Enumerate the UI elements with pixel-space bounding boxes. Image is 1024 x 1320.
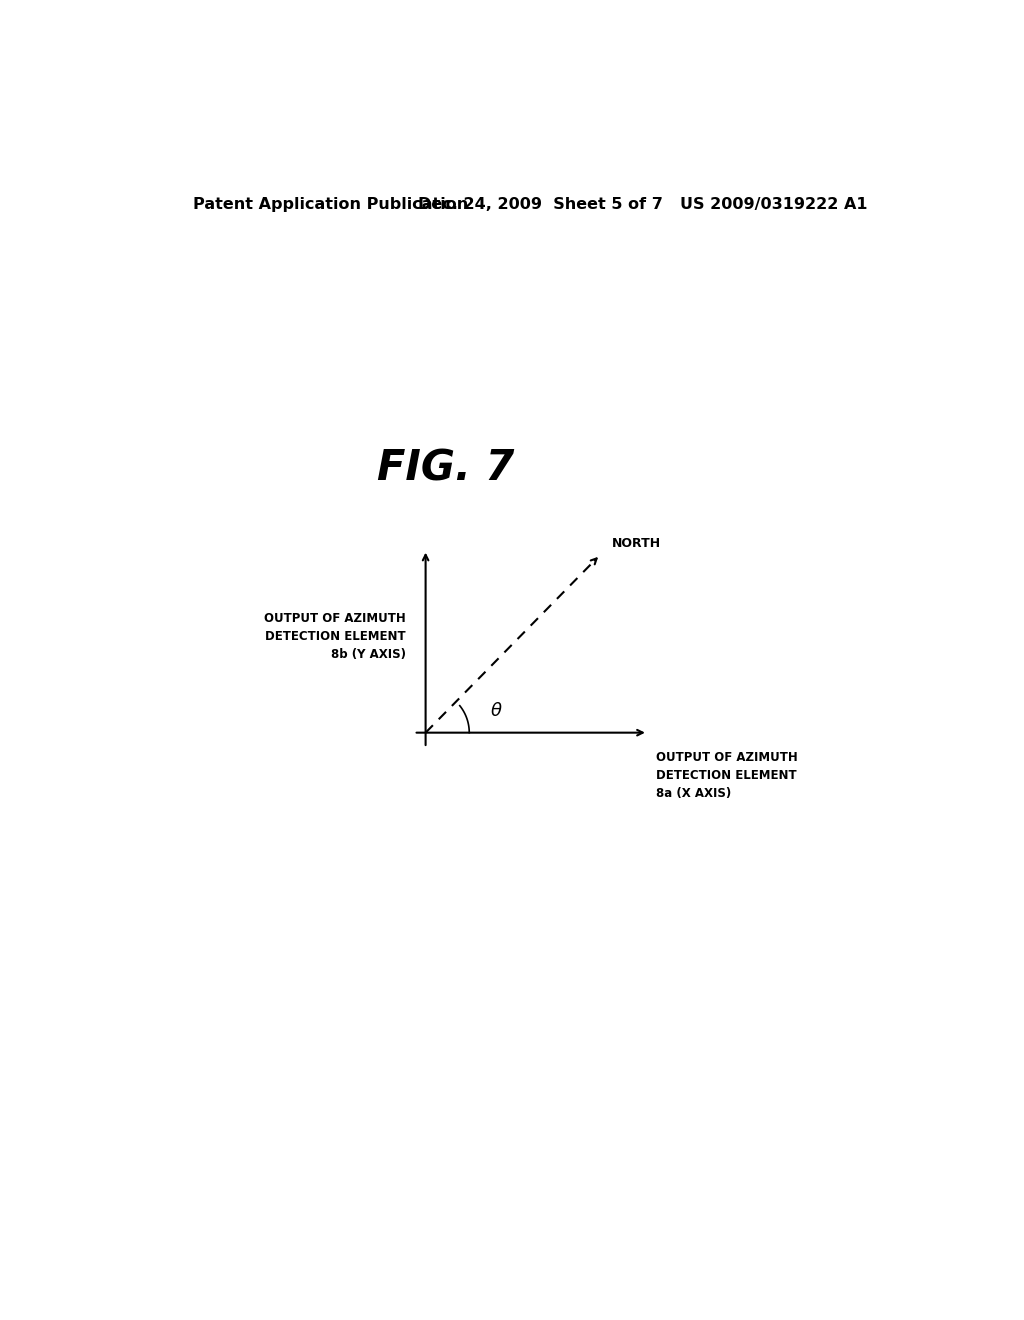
Text: OUTPUT OF AZIMUTH
DETECTION ELEMENT
8b (Y AXIS): OUTPUT OF AZIMUTH DETECTION ELEMENT 8b (… <box>264 611 406 660</box>
Text: FIG. 7: FIG. 7 <box>377 447 514 490</box>
Text: NORTH: NORTH <box>612 537 662 549</box>
Text: Dec. 24, 2009  Sheet 5 of 7: Dec. 24, 2009 Sheet 5 of 7 <box>418 197 663 213</box>
Text: Patent Application Publication: Patent Application Publication <box>194 197 468 213</box>
Text: θ: θ <box>490 702 502 719</box>
Text: US 2009/0319222 A1: US 2009/0319222 A1 <box>680 197 867 213</box>
Text: OUTPUT OF AZIMUTH
DETECTION ELEMENT
8a (X AXIS): OUTPUT OF AZIMUTH DETECTION ELEMENT 8a (… <box>655 751 798 800</box>
